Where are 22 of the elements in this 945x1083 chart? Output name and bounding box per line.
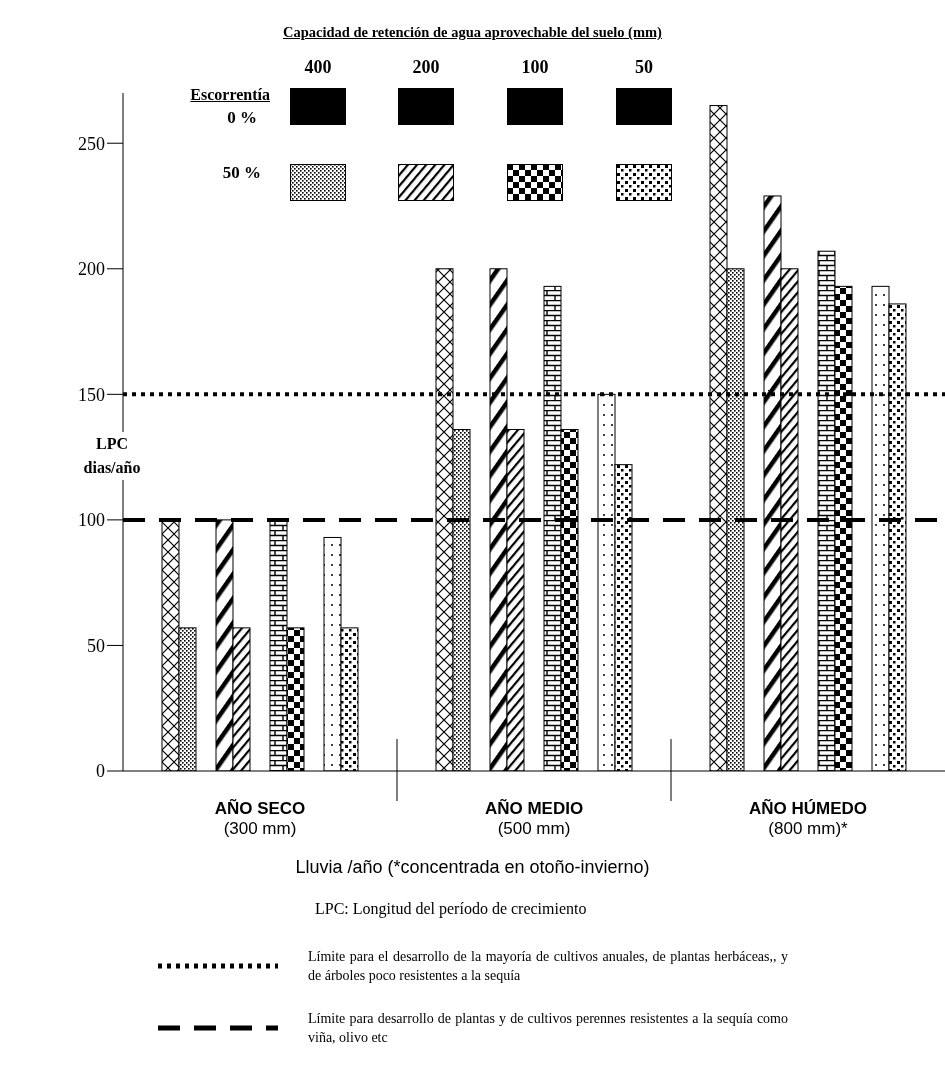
- text: 200: [411, 57, 441, 78]
- legend-label: Límite para desarrollo de plantas y de cultivos perennes resistentes a la sequía como viña, olivo etc: [308, 1010, 788, 1047]
- y-tick-label: 100: [78, 510, 105, 531]
- chart-title: Capacidad de retención de agua aprovechable del suelo (mm): [282, 24, 663, 41]
- text: 50: [634, 57, 654, 78]
- text: 400: [303, 57, 333, 78]
- x-tick-label: AÑO MEDIO (500 mm): [484, 798, 584, 838]
- x-axis-title: Lluvia /año (*concentrada en otoño-invierno): [294, 857, 651, 878]
- x-tick-label: AÑO SECO (300 mm): [214, 798, 306, 838]
- text: LPC: Longitud del período de crecimiento: [315, 900, 587, 918]
- text: 100: [520, 57, 550, 78]
- y-tick-label: 200: [78, 259, 105, 280]
- y-tick-label: 250: [78, 133, 105, 154]
- annotation: 0 %: [226, 108, 257, 128]
- y-tick-label: 150: [78, 384, 105, 405]
- x-tick-label: AÑO HÚMEDO (800 mm)*: [748, 798, 868, 838]
- y-tick-label: 0: [96, 761, 105, 782]
- legend-title: Escorrentía: [189, 86, 270, 104]
- annotation: 50 %: [221, 163, 261, 183]
- y-tick-label: 50: [87, 635, 105, 656]
- legend-label: Límite para el desarrollo de la mayoría de cultivos anuales, de plantas herbáceas,, y de árboles poco resistentes a la sequía: [308, 948, 788, 985]
- y-axis-title: LPC dias/año: [62, 432, 162, 480]
